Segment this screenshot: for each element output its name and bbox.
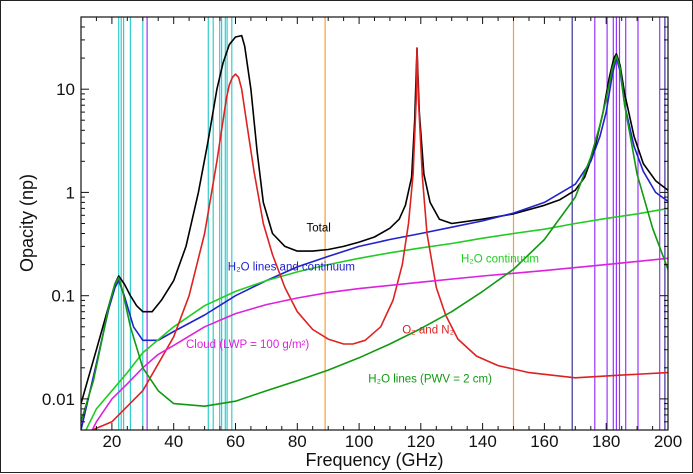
x-tick-label-2: 60 — [226, 432, 245, 451]
y-tick-label-1: 0.1 — [51, 287, 75, 306]
x-tick-label-4: 100 — [345, 432, 373, 451]
series-line-0 — [81, 34, 668, 404]
x-tick-label-1: 40 — [164, 432, 183, 451]
channel-lines — [118, 17, 666, 430]
y-axis-label: Opacity (np) — [17, 174, 37, 272]
x-axis-label: Frequency (GHz) — [305, 450, 443, 470]
curve-labels: Total H₂O lines and continuum H₂O continuu… — [186, 222, 539, 385]
curve-label-1: H₂O lines and continuum — [228, 262, 355, 274]
x-tick-label-7: 160 — [530, 432, 558, 451]
series-line-2 — [85, 207, 668, 430]
y-tick-label-0: 0.01 — [42, 390, 75, 409]
curve-label-2: H₂O continuum — [461, 253, 539, 265]
series-curves — [81, 34, 668, 430]
curve-label-4: Cloud (LWP = 100 g/m²) — [186, 339, 309, 351]
x-tick-label-6: 140 — [468, 432, 496, 451]
y-tick-label-3: 10 — [56, 80, 75, 99]
x-tick-label-5: 120 — [407, 432, 435, 451]
y-tick-label-2: 1 — [66, 183, 75, 202]
curve-label-0: Total — [307, 222, 331, 234]
series-line-4 — [91, 257, 668, 430]
curve-label-3: O₂ and N₂ — [402, 325, 454, 337]
curve-label-5: H₂O lines (PWV = 2 cm) — [368, 373, 492, 385]
axis-ticks: 20 40 60 80 100 120 140 160 180 200 0.01 0.1 1 10 — [42, 16, 682, 451]
series-line-5 — [81, 55, 668, 423]
x-tick-label-8: 180 — [592, 432, 620, 451]
x-tick-label-3: 80 — [288, 432, 307, 451]
x-tick-label-0: 20 — [102, 432, 121, 451]
x-tick-label-9: 200 — [654, 432, 682, 451]
series-line-3 — [90, 47, 668, 430]
